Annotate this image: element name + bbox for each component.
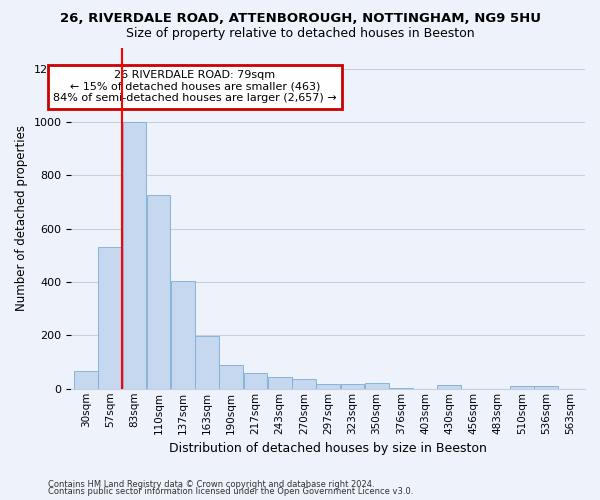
X-axis label: Distribution of detached houses by size in Beeston: Distribution of detached houses by size … <box>169 442 487 455</box>
Bar <box>171 281 195 389</box>
Text: Contains HM Land Registry data © Crown copyright and database right 2024.: Contains HM Land Registry data © Crown c… <box>48 480 374 489</box>
Bar <box>220 365 243 389</box>
Text: 26, RIVERDALE ROAD, ATTENBOROUGH, NOTTINGHAM, NG9 5HU: 26, RIVERDALE ROAD, ATTENBOROUGH, NOTTIN… <box>59 12 541 26</box>
Bar <box>341 384 364 389</box>
Bar <box>122 122 146 389</box>
Bar <box>365 384 389 389</box>
Bar <box>244 373 268 389</box>
Text: Contains public sector information licensed under the Open Government Licence v3: Contains public sector information licen… <box>48 487 413 496</box>
Bar <box>292 380 316 389</box>
Bar <box>74 372 98 389</box>
Bar <box>510 386 534 389</box>
Bar <box>98 248 122 389</box>
Bar <box>195 336 219 389</box>
Bar <box>316 384 340 389</box>
Text: 26 RIVERDALE ROAD: 79sqm
← 15% of detached houses are smaller (463)
84% of semi-: 26 RIVERDALE ROAD: 79sqm ← 15% of detach… <box>53 70 337 103</box>
Bar <box>437 385 461 389</box>
Text: Size of property relative to detached houses in Beeston: Size of property relative to detached ho… <box>125 28 475 40</box>
Bar <box>389 388 413 389</box>
Bar <box>535 386 558 389</box>
Bar <box>268 378 292 389</box>
Bar <box>147 196 170 389</box>
Y-axis label: Number of detached properties: Number of detached properties <box>15 125 28 311</box>
